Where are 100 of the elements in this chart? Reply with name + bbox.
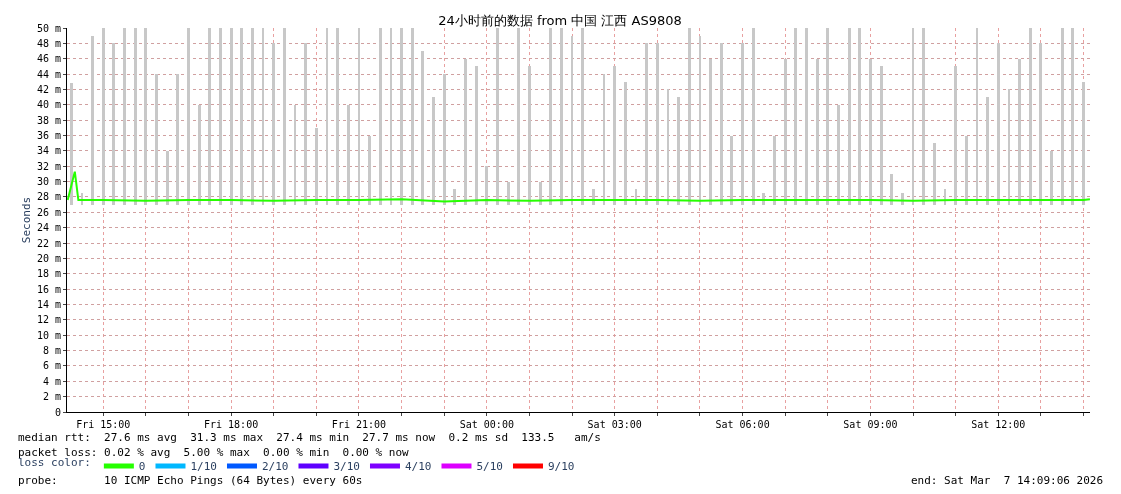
bar [507,182,510,205]
bar [837,105,840,205]
x-tick-label: Sat 12:00 [971,419,1026,430]
x-tick-label: Fri 21:00 [331,419,387,430]
y-tick-label: 12 m [36,314,61,326]
bar [677,97,680,205]
y-tick-label: 38 m [36,114,61,126]
y-tick-label: 20 m [36,252,61,264]
bar [880,66,883,205]
bar [198,105,201,205]
bar [1061,28,1064,205]
y-tick-label: 4 m [42,375,61,387]
bar [304,43,307,205]
bar [816,59,819,205]
bar [699,36,701,205]
x-tick-label: Sat 09:00 [843,419,898,430]
bar [709,59,712,205]
bar [858,28,861,205]
bar [112,43,115,205]
text: end: Sat Mar 7 14:09:06 2026 [911,474,1104,487]
y-tick-label: 48 m [36,37,61,49]
bar [102,28,105,205]
bar [400,28,403,205]
bar [624,82,627,205]
legend-label: 9/10 [547,460,575,474]
bar [1029,28,1032,205]
bar [283,28,286,205]
y-tick-label: 40 m [36,99,61,111]
text: median rtt: 27.6 ms avg 31.3 ms max 27.4 ms min 27.7 ms now 0.2 ms sd 133.5 am/s [18,431,601,444]
bar [1018,59,1021,205]
bar [70,83,73,205]
bar [368,136,371,205]
bar [933,143,936,205]
bar [379,28,382,205]
bar [922,28,925,205]
y-tick-label: 30 m [36,176,61,188]
bar [560,28,563,205]
bar [741,43,744,205]
legend-label: 2/10 [261,460,289,474]
bar [347,105,350,205]
y-tick-label: 26 m [36,206,61,218]
y-tick-label: 44 m [36,68,61,80]
y-tick-label: 18 m [36,268,61,280]
bar [411,28,414,205]
bar [326,28,328,205]
y-tick-label: 34 m [36,145,61,157]
bar [464,59,467,205]
bar [251,28,254,205]
x-tick-label: Sat 06:00 [715,419,770,430]
y-tick-label: 28 m [36,191,61,203]
bar [336,28,339,205]
bar [912,28,914,205]
bar [1050,151,1053,205]
y-tick-label: 36 m [36,130,61,142]
bar [134,28,137,205]
bar [720,43,723,205]
bar [730,136,733,205]
bar [187,28,190,205]
legend-label: 0 [138,460,146,474]
bar [997,43,1000,205]
x-tick-label: Fri 15:00 [76,419,131,430]
y-tick-label: 8 m [42,345,61,357]
line-series [67,170,1090,203]
text: probe: 10 ICMP Echo Pings (64 Bytes) every 60s [18,474,363,487]
bar [390,28,392,205]
bar [571,36,573,205]
bar [421,51,424,205]
bar [315,128,318,205]
bar [976,28,978,205]
legend-label: 5/10 [476,460,503,474]
y-tick-label: 24 m [36,222,61,234]
bar [869,59,872,205]
y-tick-label: 0 [54,406,61,418]
bar [155,74,158,205]
bar [475,66,478,205]
bar [496,28,499,205]
bar [1071,28,1074,205]
y-tick-label: 22 m [36,237,61,249]
bar [613,66,616,205]
legend-label: 1/10 [190,460,217,474]
bar [294,105,296,205]
bar [826,28,829,205]
y-tick-label: 46 m [36,53,61,65]
bar [794,28,797,205]
bar [230,28,233,205]
bar [688,28,691,205]
bar [1039,43,1042,205]
bar [784,59,787,205]
bar [645,43,648,205]
bar [517,28,520,205]
bar [123,28,126,205]
bar [603,74,605,205]
bar [91,36,94,205]
bar [208,28,211,205]
bar [358,28,360,205]
bar [890,174,893,205]
y-tick-label: 50 m [36,22,61,34]
bar [549,28,552,205]
y-tick-label: 6 m [42,360,61,372]
y-tick-label: 10 m [36,329,61,341]
